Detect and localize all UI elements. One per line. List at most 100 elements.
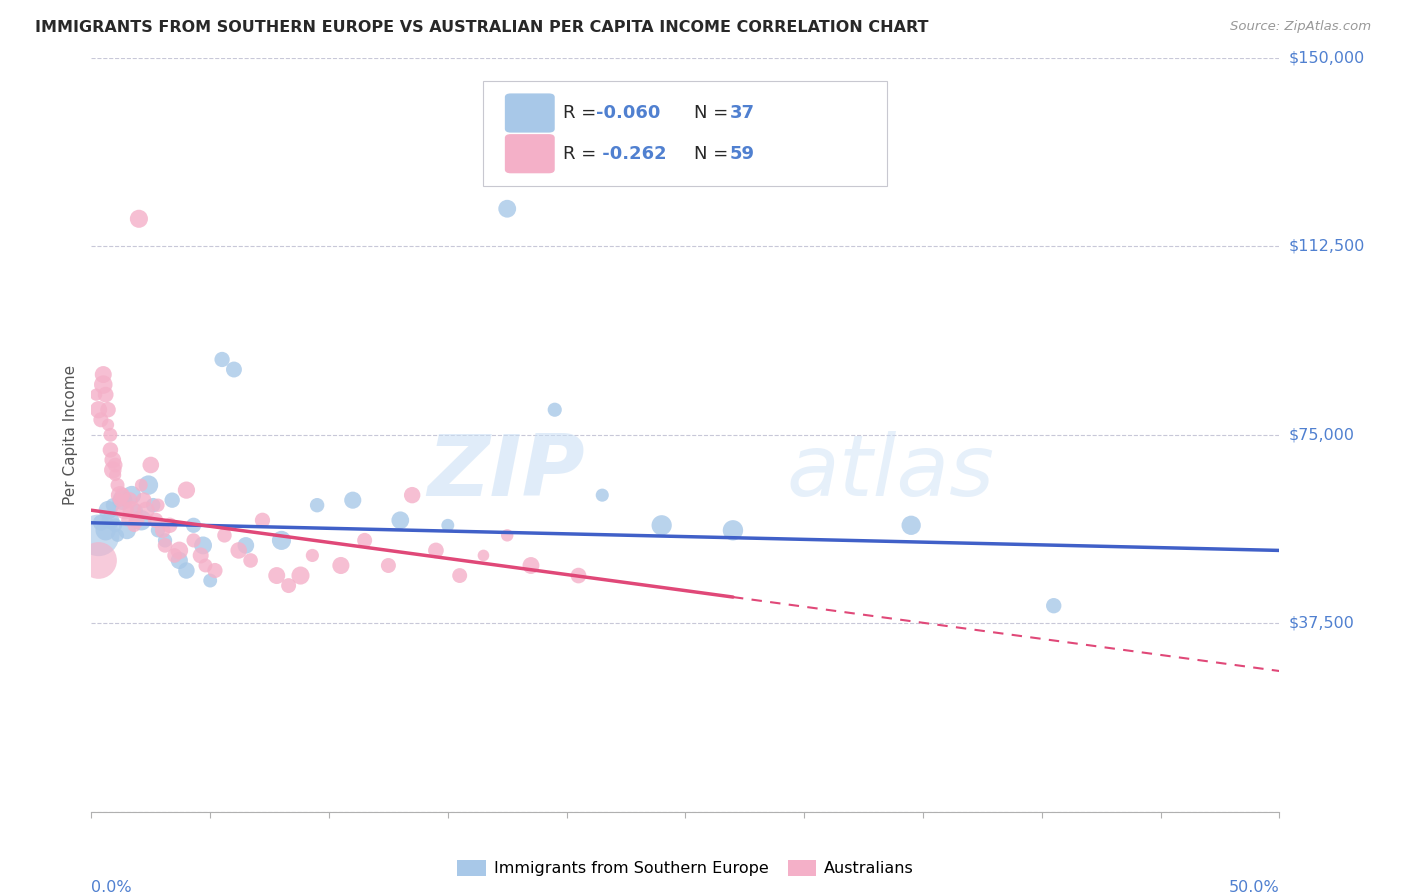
Point bbox=[239, 553, 262, 567]
Point bbox=[377, 558, 399, 573]
Point bbox=[721, 524, 744, 538]
Point bbox=[1042, 599, 1064, 613]
Text: 50.0%: 50.0% bbox=[1229, 880, 1279, 892]
Point bbox=[290, 568, 312, 582]
Point bbox=[146, 524, 169, 538]
Point bbox=[169, 553, 191, 567]
Point bbox=[97, 503, 120, 517]
Point bbox=[87, 528, 110, 542]
Y-axis label: Per Capita Income: Per Capita Income bbox=[62, 365, 77, 505]
Point bbox=[90, 516, 112, 530]
Point bbox=[472, 549, 495, 563]
Text: Source: ZipAtlas.com: Source: ZipAtlas.com bbox=[1230, 20, 1371, 33]
Point bbox=[651, 518, 673, 533]
Point bbox=[496, 528, 519, 542]
Point bbox=[496, 202, 519, 216]
Point bbox=[114, 503, 136, 517]
Point bbox=[153, 538, 176, 552]
Point bbox=[107, 528, 129, 542]
Point bbox=[94, 524, 117, 538]
Point bbox=[107, 478, 129, 492]
Legend: Immigrants from Southern Europe, Australians: Immigrants from Southern Europe, Austral… bbox=[450, 854, 921, 883]
Point bbox=[449, 568, 471, 582]
Point bbox=[142, 498, 165, 512]
Point bbox=[169, 543, 191, 558]
Text: 59: 59 bbox=[730, 145, 755, 162]
Text: $150,000: $150,000 bbox=[1289, 51, 1365, 65]
Point bbox=[87, 402, 110, 417]
Point bbox=[100, 513, 122, 527]
Point bbox=[101, 453, 124, 467]
Point bbox=[111, 493, 134, 508]
Point bbox=[329, 558, 352, 573]
FancyBboxPatch shape bbox=[505, 134, 555, 173]
Point bbox=[104, 518, 127, 533]
Point bbox=[87, 553, 110, 567]
Point bbox=[145, 513, 167, 527]
Point bbox=[591, 488, 613, 502]
Point bbox=[160, 493, 183, 508]
Point bbox=[108, 488, 131, 502]
Text: 37: 37 bbox=[730, 104, 755, 122]
Point bbox=[100, 428, 122, 442]
Point bbox=[101, 463, 124, 477]
Point bbox=[228, 543, 250, 558]
FancyBboxPatch shape bbox=[484, 80, 887, 186]
Text: ZIP: ZIP bbox=[427, 431, 585, 514]
Point bbox=[163, 549, 186, 563]
FancyBboxPatch shape bbox=[505, 94, 555, 133]
Point bbox=[121, 488, 143, 502]
Point bbox=[97, 402, 120, 417]
Point bbox=[544, 402, 567, 417]
Point bbox=[125, 513, 148, 527]
Point bbox=[121, 503, 143, 517]
Point bbox=[139, 458, 162, 472]
Text: $75,000: $75,000 bbox=[1289, 427, 1355, 442]
Point bbox=[252, 513, 274, 527]
Text: N =: N = bbox=[693, 145, 734, 162]
Point bbox=[389, 513, 412, 527]
Text: IMMIGRANTS FROM SOUTHERN EUROPE VS AUSTRALIAN PER CAPITA INCOME CORRELATION CHAR: IMMIGRANTS FROM SOUTHERN EUROPE VS AUSTR… bbox=[35, 20, 928, 35]
Point bbox=[235, 538, 257, 552]
Text: atlas: atlas bbox=[786, 431, 994, 514]
Point bbox=[176, 564, 198, 578]
Point bbox=[270, 533, 292, 548]
Point bbox=[425, 543, 447, 558]
Point bbox=[84, 387, 107, 401]
Point bbox=[520, 558, 543, 573]
Point bbox=[100, 442, 122, 457]
Point bbox=[132, 493, 155, 508]
Text: N =: N = bbox=[693, 104, 734, 122]
Text: -0.060: -0.060 bbox=[596, 104, 661, 122]
Point bbox=[194, 558, 217, 573]
Point bbox=[183, 518, 205, 533]
Point bbox=[900, 518, 922, 533]
Point bbox=[176, 483, 198, 497]
Text: $112,500: $112,500 bbox=[1289, 239, 1365, 254]
Point bbox=[204, 564, 226, 578]
Point bbox=[266, 568, 288, 582]
Text: R =: R = bbox=[562, 104, 602, 122]
Point bbox=[125, 503, 148, 517]
Point bbox=[159, 518, 181, 533]
Point bbox=[153, 533, 176, 548]
Point bbox=[222, 362, 245, 376]
Point bbox=[342, 493, 364, 508]
Point bbox=[353, 533, 375, 548]
Point bbox=[101, 498, 124, 512]
Point bbox=[91, 368, 114, 382]
Point bbox=[94, 387, 117, 401]
Text: -0.262: -0.262 bbox=[596, 145, 666, 162]
Point bbox=[97, 417, 120, 432]
Text: R =: R = bbox=[562, 145, 602, 162]
Point bbox=[191, 538, 214, 552]
Point bbox=[118, 493, 141, 508]
Point bbox=[190, 549, 212, 563]
Point bbox=[401, 488, 423, 502]
Point bbox=[108, 493, 131, 508]
Point bbox=[436, 518, 458, 533]
Point bbox=[135, 503, 157, 517]
Point bbox=[277, 578, 299, 592]
Point bbox=[146, 498, 169, 512]
Point bbox=[129, 478, 152, 492]
